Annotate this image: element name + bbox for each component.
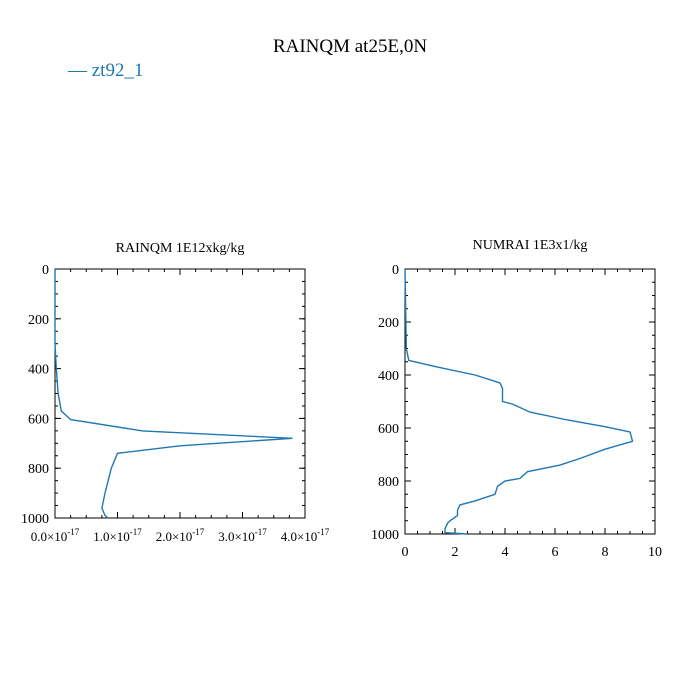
x-tick-label: 1.0×10-17 <box>93 527 142 544</box>
y-tick-label: 0 <box>392 263 399 278</box>
x-tick-label: 8 <box>602 545 609 560</box>
y-tick-label: 1000 <box>371 528 399 543</box>
x-tick-label: 2.0×10-17 <box>156 527 205 544</box>
page-title: RAINQM at25E,0N <box>272 36 428 57</box>
y-tick-label: 200 <box>378 316 399 331</box>
x-tick-label: 2 <box>452 545 459 560</box>
y-tick-label: 200 <box>28 313 49 328</box>
panel-title: RAINQM 1E12xkg/kg <box>116 241 245 256</box>
x-tick-label: 3.0×10-17 <box>218 527 267 544</box>
series-line <box>54 269 293 519</box>
x-tick-label: 4.0×10-17 <box>281 527 330 544</box>
x-tick-label: 0.0×10-17 <box>31 527 80 544</box>
panel-frame <box>54 268 306 519</box>
y-tick-label: 400 <box>28 363 49 378</box>
legend-label: zt92_1 <box>91 60 144 81</box>
y-tick-label: 400 <box>378 369 399 384</box>
x-tick-label: 6 <box>552 545 559 560</box>
x-tick-label: 4 <box>502 545 509 560</box>
y-tick-label: 800 <box>378 475 399 490</box>
x-tick-label: 0 <box>402 545 409 560</box>
legend: — zt92_1 <box>68 60 143 82</box>
x-tick-label: 10 <box>648 545 662 560</box>
y-tick-label: 600 <box>28 412 49 427</box>
legend-line-icon: — <box>68 60 87 81</box>
series-line <box>404 268 634 535</box>
y-tick-label: 1000 <box>21 512 49 527</box>
panel-frame <box>404 268 656 535</box>
y-tick-label: 0 <box>42 263 49 278</box>
panel-title: NUMRAI 1E3x1/kg <box>473 238 588 253</box>
y-tick-label: 800 <box>28 462 49 477</box>
y-tick-label: 600 <box>378 422 399 437</box>
